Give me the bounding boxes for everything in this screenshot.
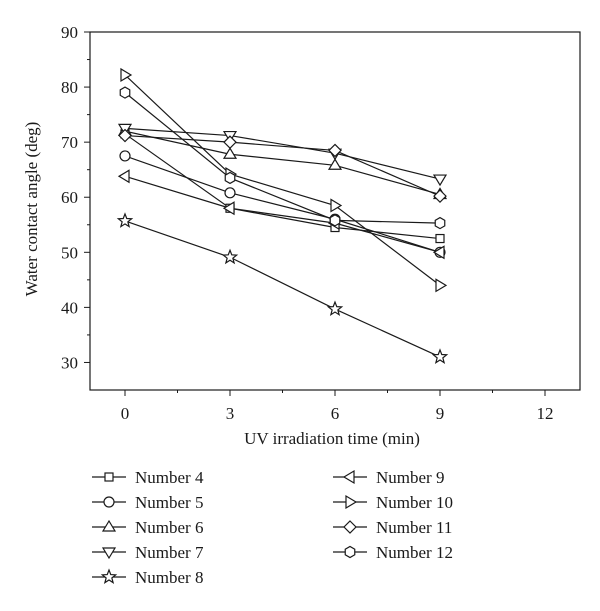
series-line [124,92,441,224]
y-tick-label: 30 [61,353,78,372]
series-number-5 [119,150,446,258]
data-point [224,187,236,199]
x-axis-label: UV irradiation time (min) [244,429,420,448]
series-number-11 [118,128,447,203]
legend-marker [100,568,118,585]
data-point [116,212,134,228]
legend-item: Number 4 [92,468,204,487]
x-tick-label: 6 [331,404,340,423]
data-point [221,248,239,265]
y-axis-label: Water contact angle (deg) [22,122,41,297]
legend-marker [104,472,114,482]
axes: 0 3 6 9 12 30 40 50 60 70 80 90 [61,23,581,423]
series-number-10 [120,67,448,293]
data-point [432,245,445,260]
legend-marker [343,520,357,534]
data-point [329,214,341,227]
data-point [330,198,343,213]
data-point [433,189,447,203]
series-number-7 [117,123,448,187]
legend-label: Number 12 [376,543,453,562]
series-number-9 [117,169,445,260]
legend-item: Number 10 [333,493,453,512]
data-point [223,135,237,150]
series-layer [116,67,449,364]
data-point [118,128,132,143]
y-tick-label: 40 [61,298,78,317]
legend-label: Number 9 [376,468,444,487]
y-tick-label: 50 [61,243,78,262]
data-point [432,174,448,187]
legend-item: Number 7 [92,543,204,562]
legend-label: Number 4 [135,468,204,487]
series-line [124,74,441,286]
legend-marker [345,494,358,510]
legend-item: Number 9 [333,468,444,487]
legend-marker [101,519,117,532]
legend-item: Number 11 [333,518,452,537]
legend-marker [342,469,355,485]
data-point [222,201,235,216]
series-line [124,134,441,197]
series-line [124,155,441,253]
series-line [124,175,441,253]
legend-label: Number 8 [135,568,203,587]
series-line [124,127,441,180]
y-tick-label: 80 [61,78,78,97]
y-tick-label: 60 [61,188,78,207]
series-line [124,220,441,358]
x-tick-label: 9 [436,404,445,423]
data-point [435,278,448,293]
series-number-6 [117,123,448,200]
series-number-8 [116,212,449,364]
x-tick-label: 0 [121,404,130,423]
series-line [124,133,441,240]
legend-marker [103,496,115,508]
x-tick-label: 12 [537,404,554,423]
data-point [435,233,445,244]
legend-item: Number 6 [92,518,203,537]
data-point [222,147,238,159]
legend-item: Number 8 [92,568,203,587]
legend-item: Number 12 [333,543,453,562]
data-point [434,216,446,230]
plot-frame [89,31,581,391]
data-point [119,150,131,162]
series-number-12 [119,86,446,230]
data-point [327,158,343,170]
x-tick-label: 3 [226,404,235,423]
series-line [124,130,441,196]
legend-marker [101,547,117,560]
data-point [224,171,236,185]
legend-marker [344,545,356,559]
data-point [326,300,344,317]
legend-item: Number 5 [92,493,203,512]
legend: Number 4 Number 5 Number 6 Number 7 Number 8… [92,468,453,587]
data-point [431,348,449,364]
data-point [117,169,130,184]
legend-label: Number 11 [376,518,452,537]
y-tick-label: 70 [61,133,78,152]
data-point [119,86,131,99]
legend-label: Number 7 [135,543,204,562]
y-tick-label: 90 [61,23,78,42]
data-point [328,143,342,158]
legend-label: Number 5 [135,493,203,512]
legend-label: Number 6 [135,518,203,537]
legend-label: Number 10 [376,493,453,512]
data-point [120,67,133,83]
